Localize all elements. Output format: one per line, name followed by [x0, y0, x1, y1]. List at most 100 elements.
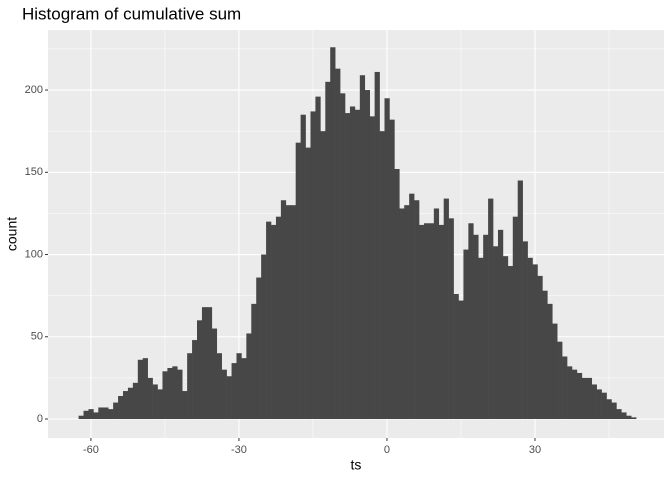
- bar: [295, 142, 301, 420]
- bar: [414, 200, 420, 420]
- bar: [315, 96, 321, 420]
- bar: [384, 98, 390, 420]
- bar: [537, 275, 543, 420]
- bar: [211, 328, 218, 420]
- bar: [438, 224, 445, 420]
- bar: [98, 407, 104, 420]
- bar: [478, 257, 484, 420]
- bar: [271, 224, 277, 420]
- bar: [241, 358, 247, 420]
- bar: [631, 417, 637, 420]
- bar: [354, 109, 361, 420]
- x-tick-label: 30: [529, 444, 541, 456]
- bar: [502, 256, 509, 420]
- bar: [611, 402, 617, 420]
- x-tick-label: 0: [384, 444, 390, 456]
- bar: [226, 376, 232, 420]
- x-axis-label: ts: [351, 457, 362, 473]
- bar: [448, 218, 454, 420]
- bar: [246, 333, 252, 420]
- bar: [349, 106, 356, 420]
- bar: [201, 307, 208, 420]
- bar: [591, 384, 597, 420]
- bar: [374, 71, 380, 420]
- bar: [206, 307, 213, 420]
- bar: [567, 366, 573, 420]
- bar: [340, 93, 346, 420]
- bar: [137, 359, 144, 420]
- bar: [359, 75, 366, 420]
- bar: [221, 369, 227, 420]
- y-tick-label: 100: [25, 248, 43, 260]
- bar: [458, 300, 464, 420]
- bar: [335, 68, 341, 420]
- bar: [606, 399, 612, 420]
- bar: [305, 147, 311, 420]
- y-tick-label: 0: [37, 413, 43, 425]
- bar: [557, 341, 563, 420]
- bar: [231, 363, 237, 420]
- bar: [493, 246, 499, 420]
- bar: [463, 249, 469, 420]
- bar: [547, 303, 553, 420]
- x-tick-label: -60: [83, 444, 99, 456]
- bar: [419, 224, 425, 420]
- bar: [364, 90, 370, 420]
- bar: [409, 193, 415, 420]
- bar: [601, 392, 607, 420]
- bar: [483, 234, 489, 420]
- bar: [320, 131, 326, 420]
- y-tick-label: 200: [25, 84, 43, 96]
- bar: [571, 369, 578, 420]
- bar: [147, 377, 153, 420]
- chart-title: Histogram of cumulative sum: [22, 4, 241, 23]
- bar: [542, 290, 548, 420]
- bar: [379, 131, 385, 420]
- bar: [103, 407, 109, 420]
- bar: [389, 119, 395, 420]
- bar: [142, 358, 148, 420]
- bar: [532, 264, 538, 420]
- bar: [132, 382, 139, 420]
- y-axis-label: count: [4, 217, 20, 251]
- bar: [345, 113, 351, 420]
- bar: [275, 216, 282, 420]
- bar: [192, 340, 198, 420]
- bar: [330, 47, 336, 420]
- bar: [576, 372, 583, 420]
- bar: [162, 371, 168, 420]
- bar: [621, 412, 627, 420]
- bar: [108, 409, 114, 420]
- bar: [512, 216, 519, 420]
- bar: [197, 320, 203, 420]
- bar: [497, 229, 504, 420]
- bar: [596, 389, 602, 420]
- bar: [93, 412, 99, 420]
- bar: [468, 223, 474, 420]
- bar: [522, 241, 528, 420]
- bar: [285, 205, 292, 420]
- bar: [507, 266, 514, 420]
- bar: [172, 366, 178, 420]
- bar: [517, 180, 523, 420]
- bar: [488, 198, 494, 420]
- bar: [113, 402, 119, 420]
- bar: [256, 277, 262, 420]
- bar: [453, 293, 459, 420]
- bar: [187, 353, 193, 420]
- bar: [552, 323, 558, 420]
- bar: [88, 409, 94, 420]
- bar: [157, 389, 163, 420]
- bar: [83, 410, 89, 420]
- bar: [325, 81, 331, 420]
- bar: [423, 223, 430, 420]
- bar: [473, 234, 479, 420]
- y-tick-label: 50: [31, 331, 43, 343]
- bar: [290, 205, 296, 420]
- y-tick-label: 150: [25, 166, 43, 178]
- x-tick-label: -30: [231, 444, 247, 456]
- bar: [122, 391, 129, 420]
- bar: [616, 409, 622, 420]
- bar: [177, 369, 183, 420]
